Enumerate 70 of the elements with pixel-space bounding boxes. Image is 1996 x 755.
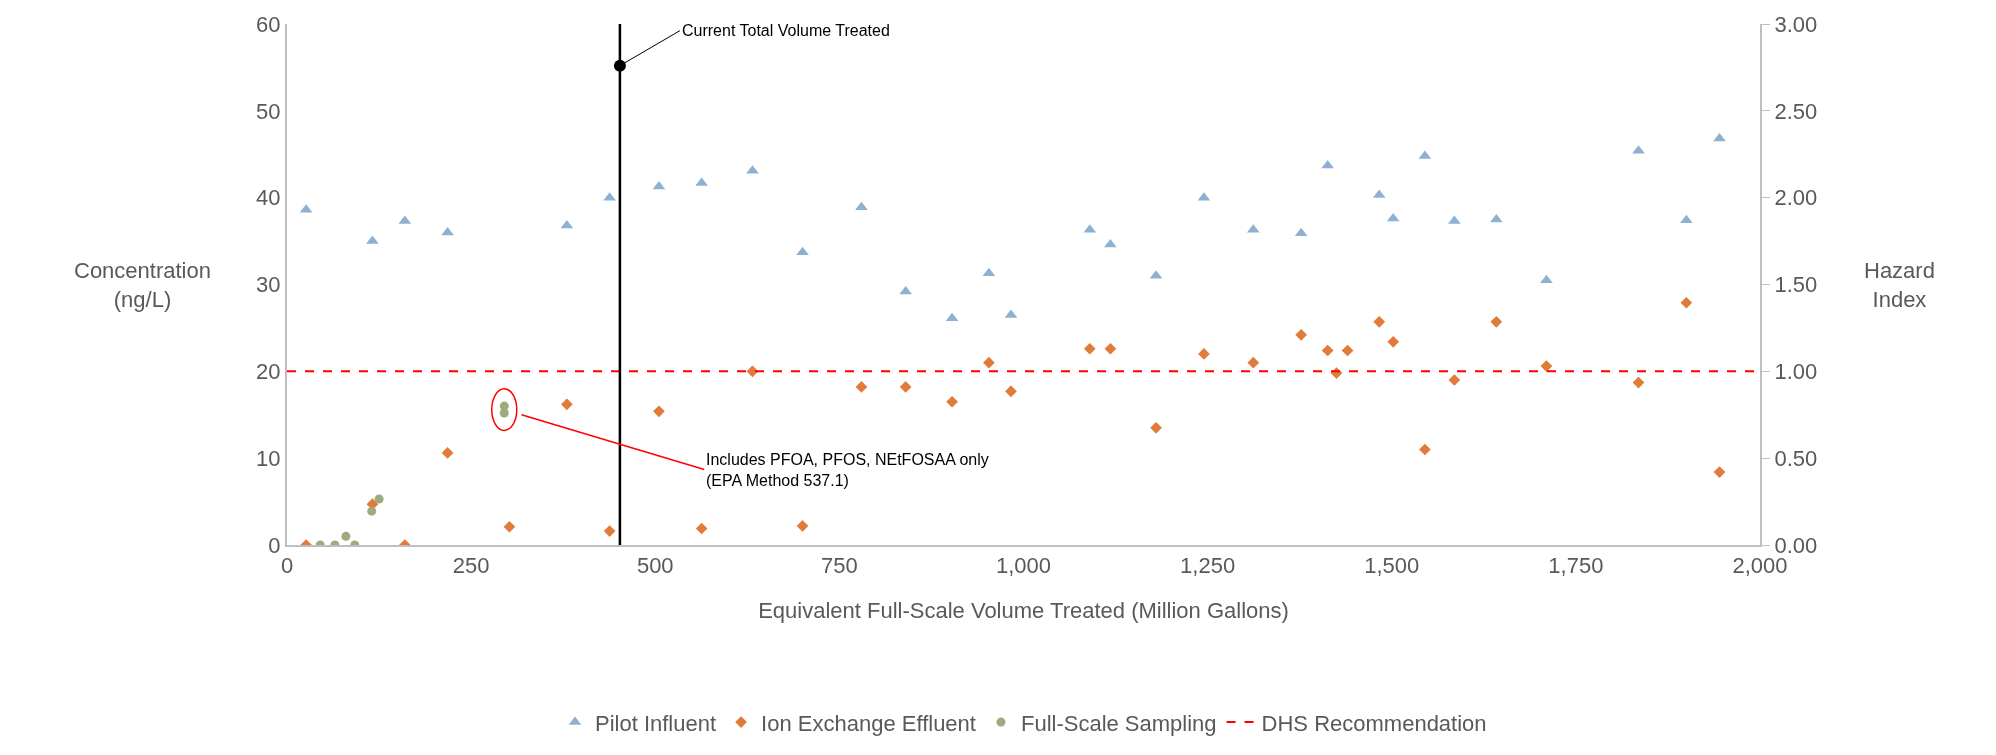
ref-line-label: Current Total Volume Treated [682, 22, 890, 39]
y2-tick-label: 1.50 [1774, 272, 1818, 298]
y2-tick-label: 1.00 [1774, 359, 1818, 385]
point [983, 356, 995, 369]
x-tick-label: 250 [452, 553, 490, 579]
point [441, 226, 454, 236]
point [1341, 344, 1354, 357]
point [1419, 443, 1431, 456]
point [367, 506, 377, 516]
x-tick-label: 1,000 [995, 553, 1052, 579]
x-tick-label: 500 [636, 553, 674, 579]
legend-label: Full-Scale Sampling [1020, 710, 1217, 736]
y-tick-label: 40 [256, 185, 281, 211]
point [946, 395, 958, 408]
point [899, 285, 913, 295]
point [1083, 342, 1096, 355]
annotation: Includes PFOA, PFOS, NEtFOSAA only (EPA Method 537.1) [706, 451, 989, 489]
point [1448, 374, 1461, 386]
y2-axis-title: Hazard Index [1864, 258, 1935, 312]
point [374, 494, 384, 504]
point [945, 312, 959, 322]
point [899, 381, 912, 393]
x-tick-label: 1,500 [1364, 553, 1420, 579]
point [1490, 315, 1503, 328]
point [441, 447, 454, 459]
point [695, 522, 708, 535]
point [1321, 344, 1334, 357]
point [1387, 335, 1400, 348]
point [1713, 466, 1726, 478]
y-tick-label: 30 [256, 272, 281, 298]
point [796, 520, 809, 532]
x-tick-label: 1,250 [1180, 553, 1236, 579]
point [1373, 315, 1386, 328]
point [1294, 227, 1308, 237]
y2-tick-label: 0.50 [1774, 445, 1818, 471]
point [561, 398, 573, 411]
point [855, 381, 868, 393]
point [1295, 329, 1308, 341]
point [499, 408, 509, 418]
y-axis-title: Concentration (ng/L) [74, 258, 211, 312]
y-tick-label: 10 [256, 445, 281, 471]
point [1540, 360, 1553, 372]
y2-tick-label: 3.00 [1774, 11, 1818, 37]
y-tick-label: 20 [256, 359, 281, 385]
point [1104, 342, 1117, 355]
point [653, 405, 665, 418]
point [560, 219, 574, 229]
point [503, 520, 516, 533]
y2-tick-label: 2.50 [1774, 98, 1818, 124]
y-tick-label: 0 [268, 532, 281, 558]
point [1247, 356, 1260, 369]
legend-label: Pilot Influent [595, 710, 717, 736]
y2-tick-label: 2.00 [1774, 185, 1818, 211]
point [341, 531, 351, 541]
y-tick-label: 50 [256, 98, 281, 124]
point [1680, 296, 1693, 309]
x-tick-label: 1,750 [1548, 553, 1604, 579]
point [746, 365, 759, 378]
point [1150, 421, 1162, 434]
x-tick-label: 750 [821, 553, 858, 579]
point [1005, 385, 1017, 398]
point [603, 525, 616, 537]
legend-label: Ion Exchange Effluent [761, 710, 976, 736]
point [1489, 213, 1503, 223]
y-tick-label: 60 [256, 11, 281, 37]
x-axis-title: Equivalent Full-Scale Volume Treated (Million Gallons) [758, 597, 1289, 623]
point [652, 180, 666, 190]
point [1632, 376, 1645, 389]
legend-label: DHS Recommendation [1261, 710, 1487, 736]
point [796, 246, 809, 256]
